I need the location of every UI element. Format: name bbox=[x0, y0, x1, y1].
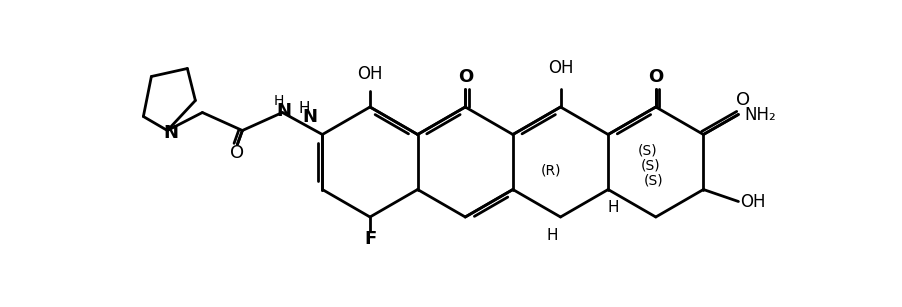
Text: H: H bbox=[299, 101, 309, 116]
Text: F: F bbox=[364, 230, 376, 248]
Text: N: N bbox=[302, 107, 318, 126]
Text: (S): (S) bbox=[640, 158, 660, 172]
Text: (S): (S) bbox=[643, 173, 663, 187]
Text: O: O bbox=[648, 68, 663, 86]
Text: N: N bbox=[163, 123, 179, 142]
Text: NH₂: NH₂ bbox=[744, 106, 776, 123]
Text: (S): (S) bbox=[638, 143, 657, 157]
Text: H: H bbox=[273, 94, 283, 107]
Text: O: O bbox=[735, 91, 750, 108]
Text: OH: OH bbox=[739, 192, 764, 211]
Text: (R): (R) bbox=[539, 163, 560, 177]
Text: H: H bbox=[607, 200, 618, 215]
Text: O: O bbox=[230, 143, 244, 161]
Text: N: N bbox=[277, 102, 291, 119]
Text: OH: OH bbox=[357, 65, 382, 83]
Text: H: H bbox=[547, 227, 557, 243]
Text: O: O bbox=[457, 68, 473, 86]
Text: OH: OH bbox=[548, 59, 573, 77]
